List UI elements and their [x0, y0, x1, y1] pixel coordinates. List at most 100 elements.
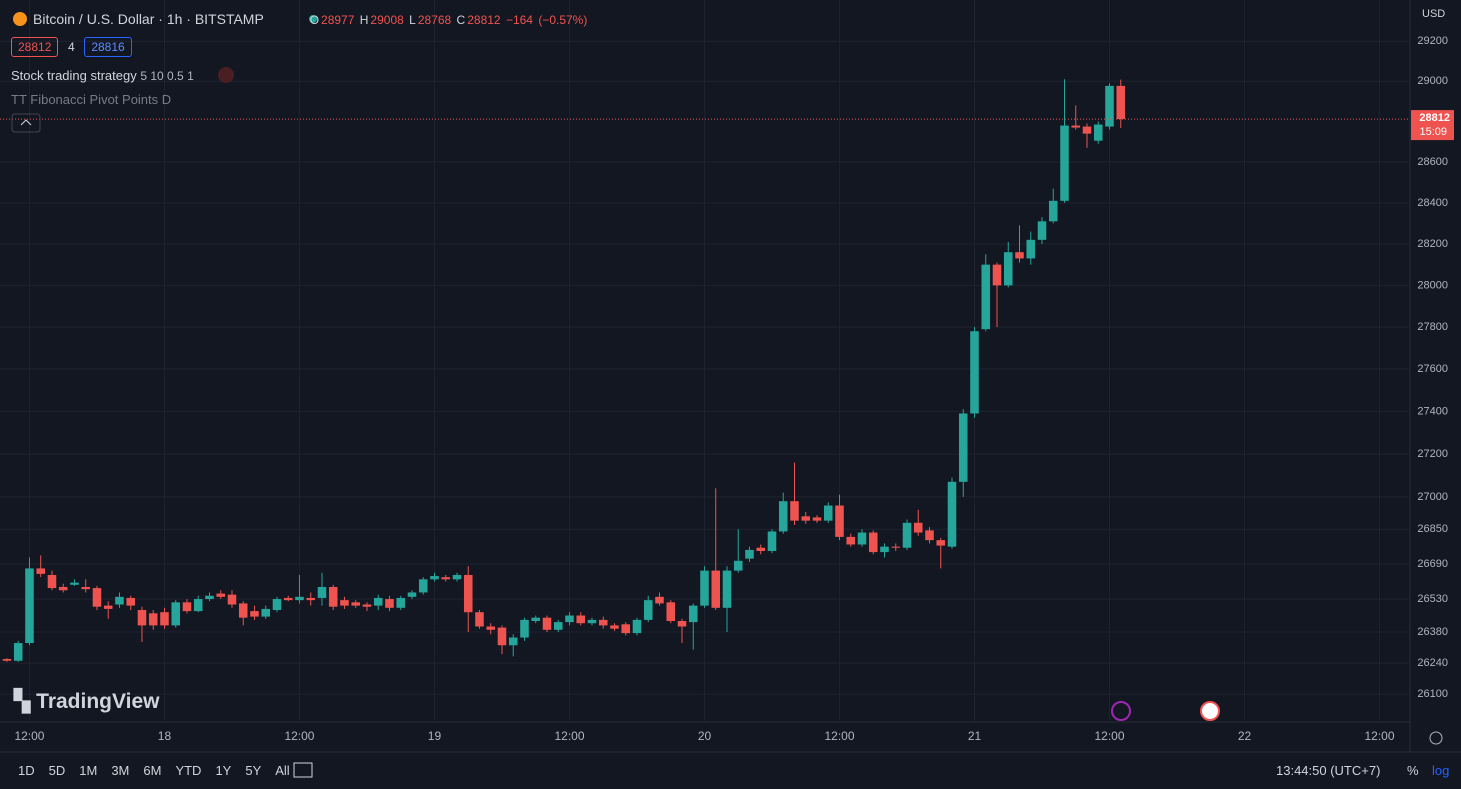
candle-body	[902, 522, 912, 548]
range-button[interactable]: 1Y	[215, 763, 232, 778]
flag-icon[interactable]	[1200, 701, 1220, 721]
date-range-icon[interactable]	[293, 762, 313, 778]
quote: 28812 4 28816	[11, 37, 132, 57]
candle-body	[767, 531, 777, 551]
range-button[interactable]: 1M	[79, 763, 98, 778]
candle-body	[36, 568, 46, 574]
candle-body	[958, 413, 968, 482]
collapse-button[interactable]	[11, 113, 41, 133]
range-button[interactable]: All	[275, 763, 290, 778]
y-tick-label: 27400	[1417, 405, 1448, 417]
y-tick-label: 29200	[1417, 35, 1448, 47]
candle-body	[418, 579, 428, 593]
candle-body	[430, 576, 439, 580]
candle-body	[463, 574, 473, 613]
y-tick-label: 28000	[1417, 279, 1448, 291]
candle-body	[1026, 239, 1036, 259]
candle-body	[880, 546, 889, 553]
candle-body	[103, 605, 113, 609]
symbol-title: Bitcoin / U.S. Dollar · 1h · BITSTAMP	[33, 11, 264, 27]
indicator-2[interactable]: TT Fibonacci Pivot Points D	[11, 92, 171, 107]
y-tick-label: 28200	[1417, 238, 1448, 250]
candle-body	[13, 643, 23, 661]
candle-body	[205, 595, 214, 600]
currency[interactable]: USD	[1422, 8, 1446, 20]
candle-body	[25, 568, 34, 644]
h-label: H	[359, 13, 369, 27]
market-status[interactable]	[309, 15, 317, 23]
warning-icon[interactable]	[218, 67, 234, 83]
candle-body	[857, 532, 867, 545]
last-price-label: 28812	[1419, 112, 1450, 124]
candle-body	[621, 624, 631, 634]
indicator-name: Stock trading strategy	[11, 68, 137, 83]
candle-body	[1093, 124, 1103, 141]
range-button[interactable]: 5D	[48, 763, 66, 778]
indicator-1[interactable]: Stock trading strategy 5 10 0.5 1	[11, 68, 194, 83]
range-button[interactable]: 1D	[18, 763, 35, 778]
candle-body	[486, 626, 496, 630]
candle-body	[452, 574, 462, 580]
candle-body	[81, 586, 91, 590]
candle-body	[891, 546, 901, 548]
candle-body	[407, 592, 417, 597]
range-bar: 1D 5D 1M 3M 6M YTD 1Y 5Y All	[18, 763, 304, 778]
x-tick-label: 19	[428, 729, 442, 743]
range-button[interactable]: YTD	[175, 763, 202, 778]
y-tick-label: 29000	[1417, 75, 1448, 87]
candle-body	[846, 536, 856, 545]
candle-body	[970, 331, 979, 414]
y-tick-label: 26240	[1417, 657, 1448, 669]
candle-body	[531, 617, 541, 621]
candle-body	[160, 612, 169, 626]
candle-body	[497, 627, 507, 646]
candle-body	[655, 596, 664, 604]
c-label: C	[456, 13, 466, 27]
candle-body	[598, 619, 608, 626]
x-tick-label: 12:00	[1364, 729, 1394, 743]
candle-body	[632, 619, 642, 634]
range-button[interactable]: 3M	[111, 763, 130, 778]
candle-body	[328, 586, 338, 607]
low: 28768	[417, 13, 452, 27]
y-tick-label: 27800	[1417, 321, 1448, 333]
percent-toggle[interactable]: %	[1407, 763, 1419, 778]
candle-body	[317, 586, 327, 598]
y-tick-label: 26850	[1417, 523, 1448, 535]
close: 28812	[467, 13, 501, 27]
candle-body	[340, 600, 349, 606]
candle-body	[722, 570, 732, 608]
x-tick-label: 21	[968, 729, 982, 743]
event-icon[interactable]	[1111, 701, 1131, 721]
candle-body	[351, 602, 361, 606]
range-button[interactable]: 5Y	[245, 763, 262, 778]
open: 28977	[321, 13, 355, 27]
candle-body	[643, 600, 653, 620]
buy-price[interactable]: 28816	[84, 37, 132, 57]
sell-price[interactable]: 28812	[11, 37, 59, 57]
last-price-badge	[1411, 110, 1454, 141]
log-toggle[interactable]: log	[1432, 763, 1450, 778]
candle-body	[565, 615, 574, 623]
l-label: L	[409, 13, 416, 27]
candle-body	[925, 530, 934, 541]
candle-body	[835, 505, 844, 537]
candle-body	[1003, 252, 1013, 286]
settings-icon[interactable]	[1429, 731, 1443, 745]
indicator-params: 5 10 0.5 1	[140, 69, 194, 83]
candle-body	[148, 613, 158, 626]
candle-body	[1048, 200, 1058, 222]
y-tick-label: 26530	[1417, 593, 1448, 605]
candle-body	[553, 622, 563, 630]
candle-body	[182, 602, 192, 612]
candle-body	[171, 602, 181, 626]
candle-body	[261, 608, 271, 617]
candle-body	[1071, 125, 1081, 128]
y-tick-label: 28600	[1417, 156, 1448, 168]
range-button[interactable]: 6M	[143, 763, 162, 778]
x-tick-label: 12:00	[824, 729, 854, 743]
candle-body	[992, 264, 1002, 286]
logo-text: TradingView	[36, 690, 160, 713]
